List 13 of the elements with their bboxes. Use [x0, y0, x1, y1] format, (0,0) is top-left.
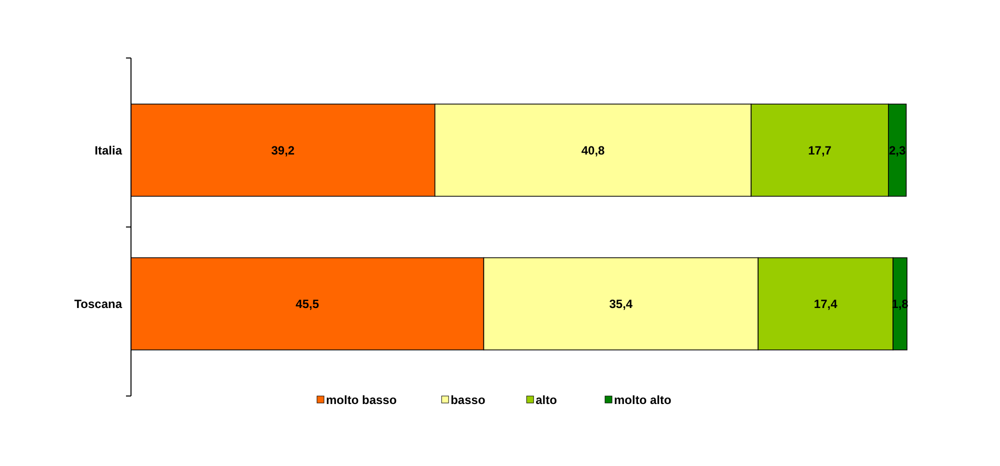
- data-label: 45,5: [296, 297, 320, 312]
- data-label: 17,4: [814, 297, 838, 312]
- data-label: 35,4: [609, 297, 633, 312]
- legend-label: molto basso: [326, 393, 397, 408]
- legend-label: molto alto: [614, 393, 672, 408]
- data-label: 2,3: [888, 143, 906, 158]
- data-label: 39,2: [271, 143, 295, 158]
- data-label: 40,8: [581, 143, 606, 158]
- legend-label: basso: [450, 393, 486, 408]
- y-tick-label: Toscana: [74, 297, 122, 312]
- legend-label: alto: [536, 393, 557, 408]
- data-label: 17,7: [808, 143, 832, 158]
- y-tick-label: Italia: [94, 143, 122, 158]
